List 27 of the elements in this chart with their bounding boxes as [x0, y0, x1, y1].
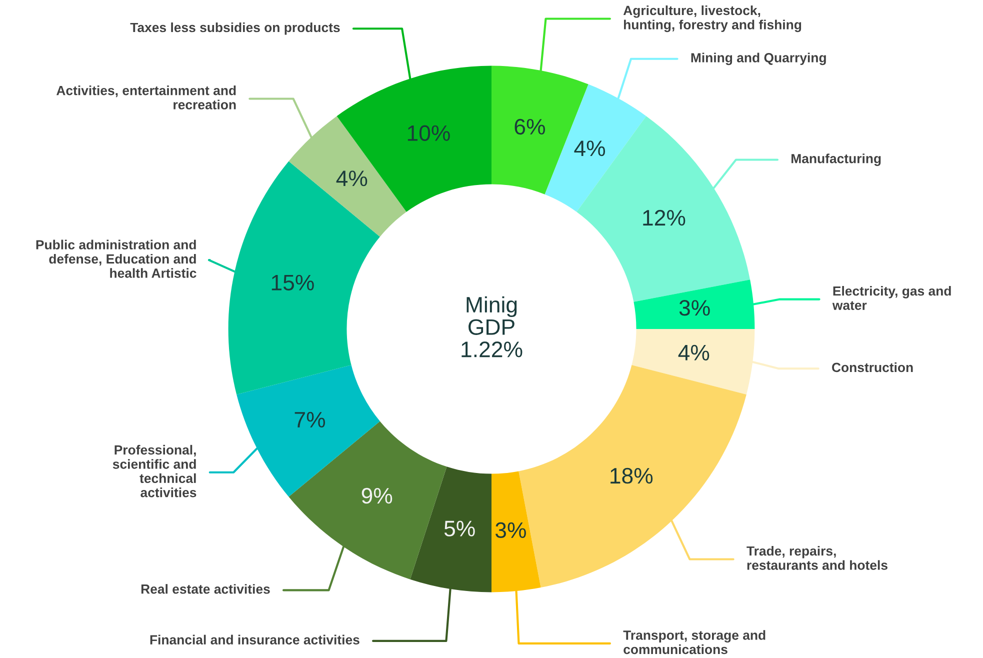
data-label: 4%	[574, 140, 606, 156]
slice-label: Taxes less subsidies on products	[130, 22, 340, 35]
data-label: 4%	[336, 170, 368, 186]
data-label: 7%	[294, 412, 326, 428]
data-label: 10%	[408, 125, 450, 141]
slice-label: Public administration and defense, Education and health Artistic	[36, 240, 196, 278]
slice-label: Activities, entertainment and recreation	[56, 86, 236, 110]
data-label: 5%	[444, 520, 475, 536]
data-label: 3%	[679, 300, 710, 316]
data-label: 9%	[362, 488, 392, 504]
data-label: 18%	[610, 468, 653, 484]
slice-label: Trade, repairs, restaurants and hotels	[746, 546, 888, 570]
slice-label: Real estate activities	[141, 584, 270, 594]
slice-label: Electricity, gas and water	[832, 286, 951, 310]
slice-label: Manufacturing	[792, 154, 881, 166]
data-label: 6%	[514, 118, 545, 135]
data-label: 3%	[495, 522, 526, 538]
slice-label: Mining and Quarrying	[691, 52, 826, 66]
slice-label: Professional, scientific and technical activities	[112, 444, 196, 498]
data-label: 15%	[272, 274, 314, 290]
slice-label: Agriculture, livestock, hunting, forestry and fishing	[623, 5, 802, 32]
data-label: 4%	[678, 344, 710, 360]
data-label: 12%	[643, 210, 686, 226]
slice-label: Financial and insurance activities	[150, 634, 360, 644]
text: Minig GDP 1.22%	[462, 296, 522, 358]
slice-label: Construction	[832, 362, 913, 372]
slice-label: Transport, storage and communications	[623, 630, 766, 654]
